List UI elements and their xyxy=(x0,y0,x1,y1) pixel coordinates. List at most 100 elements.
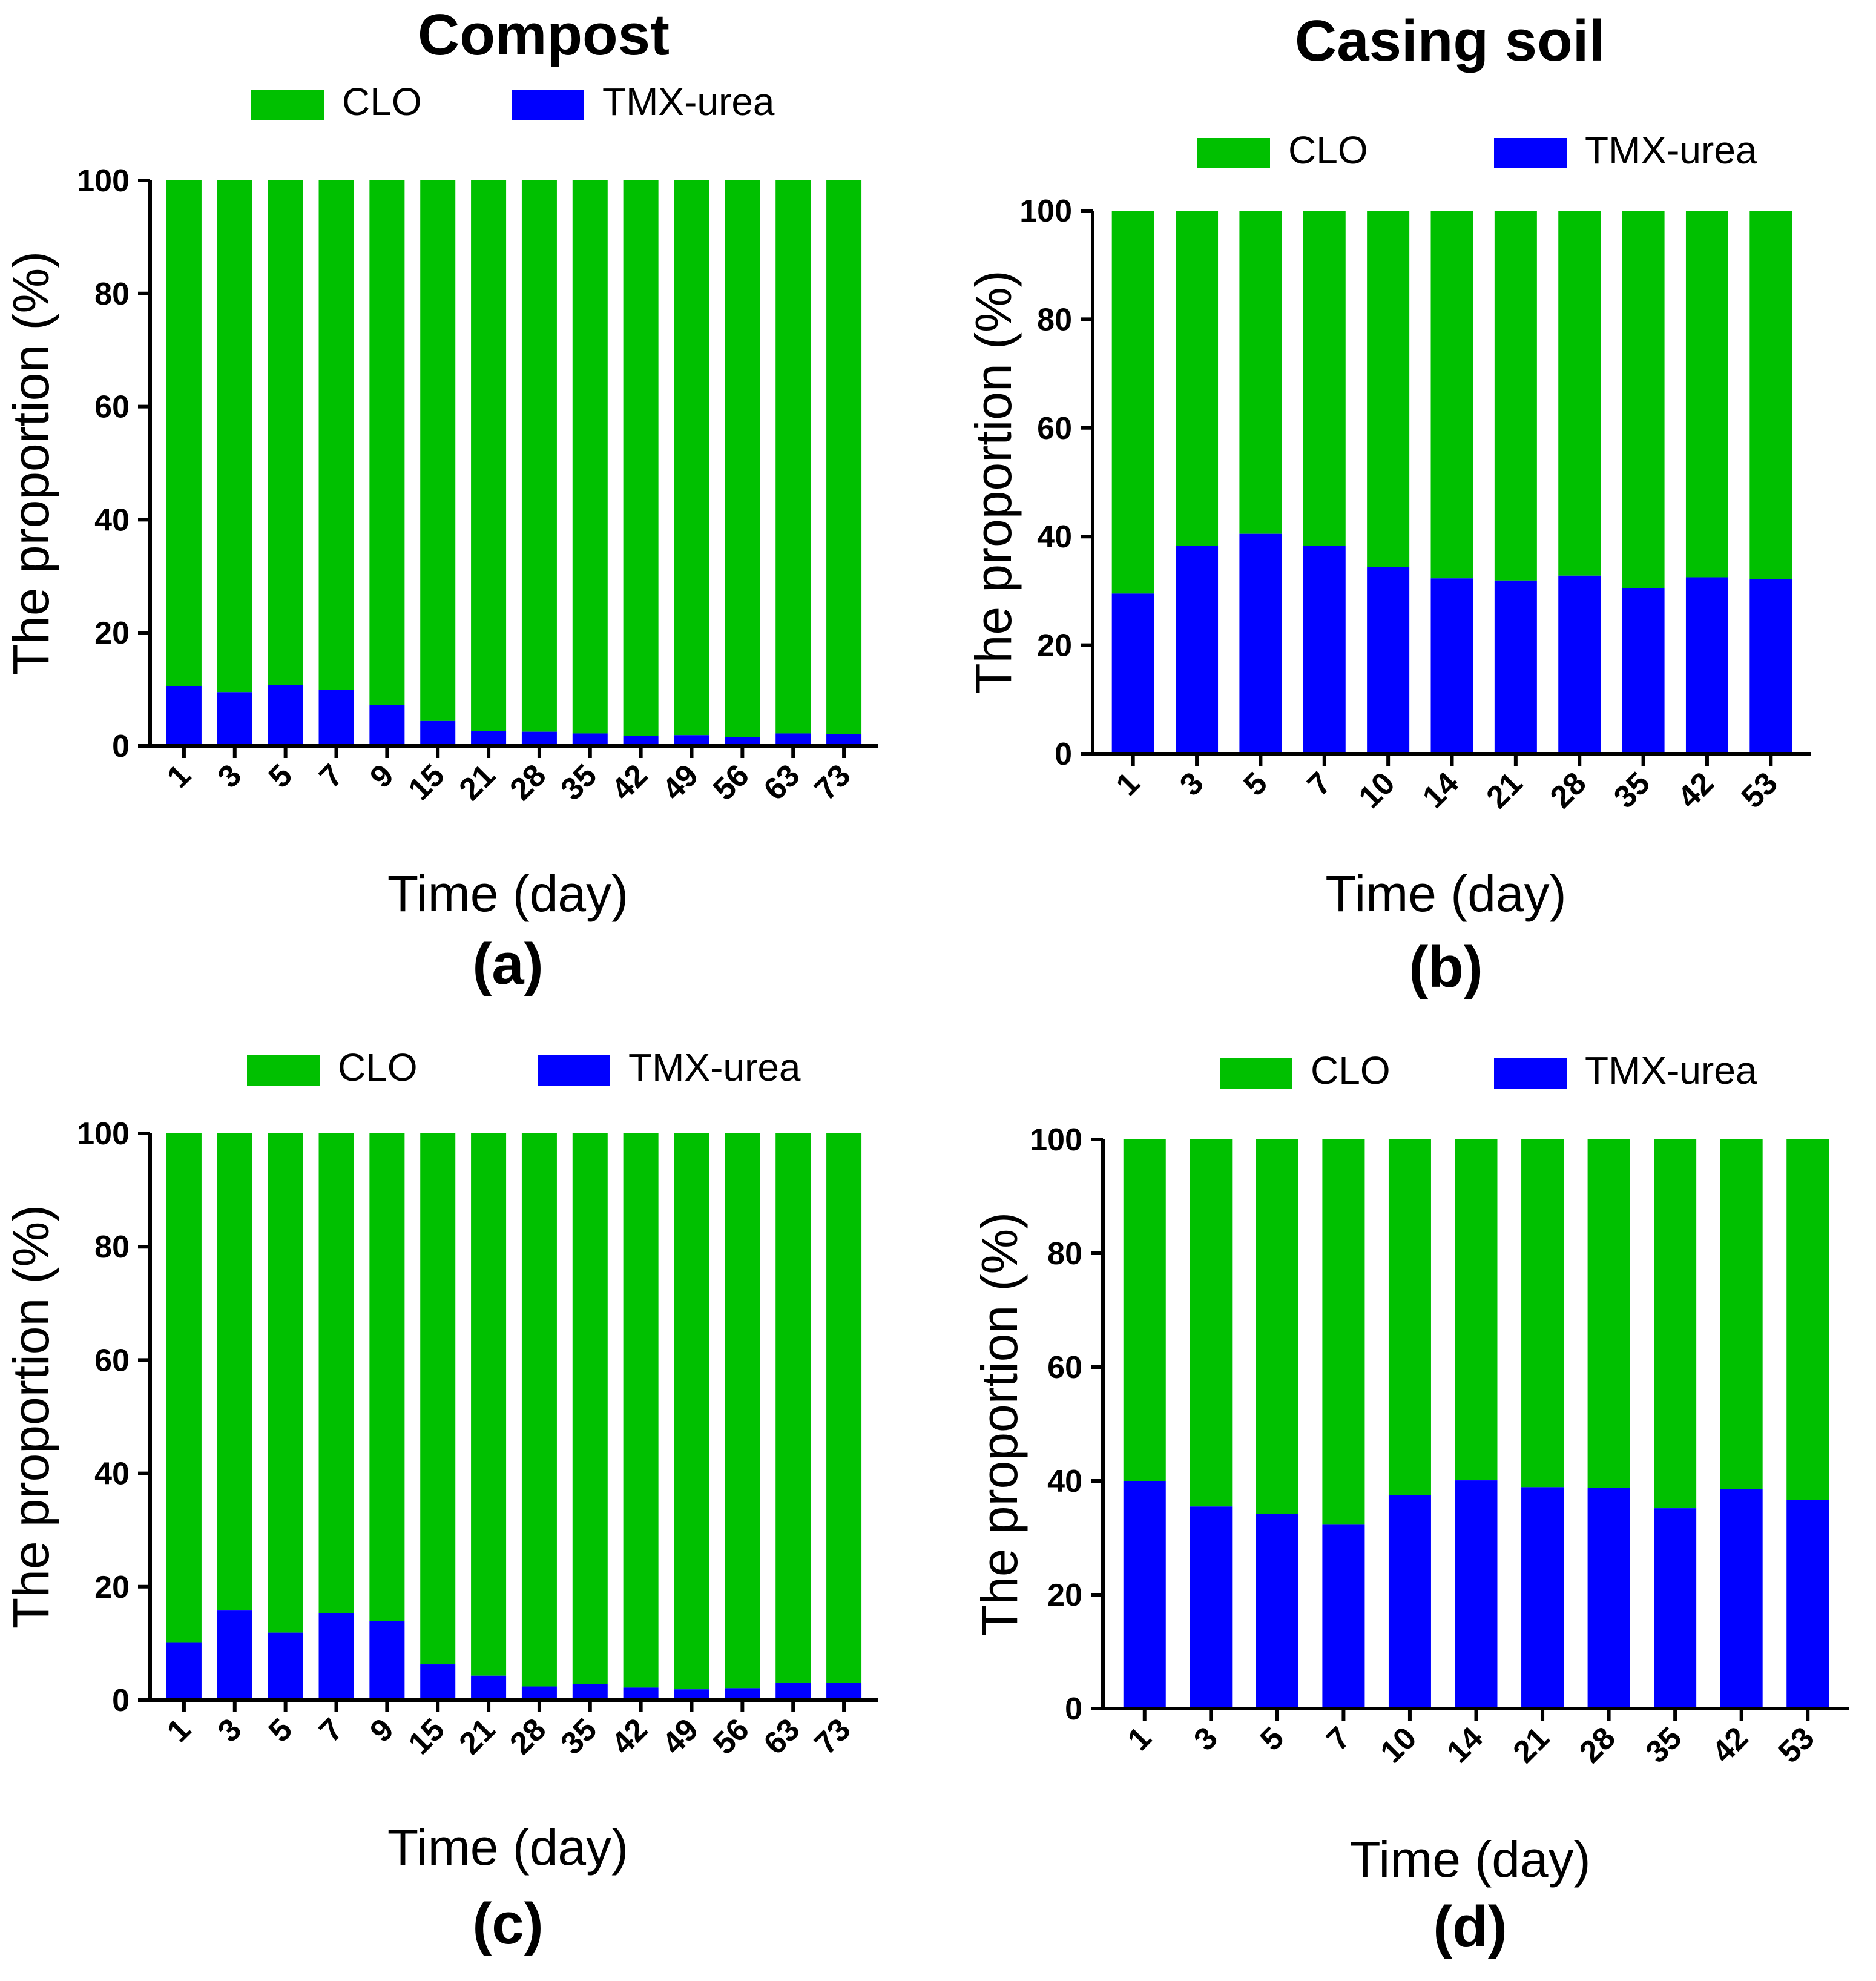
bar-clo-day-10 xyxy=(1367,211,1410,567)
x-tick-label-56: 56 xyxy=(706,757,756,807)
y-tick-label-60: 60 xyxy=(94,390,130,425)
bar-tmx-urea-day-73 xyxy=(826,1683,862,1700)
x-tick-label-21: 21 xyxy=(1507,1720,1556,1770)
x-tick-label-7: 7 xyxy=(1320,1720,1357,1757)
bar-clo-day-10 xyxy=(1388,1139,1431,1495)
bar-tmx-urea-day-63 xyxy=(775,1682,811,1700)
bar-clo-day-5 xyxy=(1256,1139,1298,1514)
panel-label: (b) xyxy=(1409,935,1483,1000)
bar-tmx-urea-day-5 xyxy=(268,1632,303,1700)
y-tick-label-60: 60 xyxy=(94,1343,130,1378)
y-tick-label-100: 100 xyxy=(77,163,130,199)
bar-clo-day-53 xyxy=(1749,211,1792,579)
bar-clo-day-49 xyxy=(674,1133,709,1690)
panel-label: (c) xyxy=(472,1891,543,1956)
bar-clo-day-1 xyxy=(166,180,202,686)
bar-tmx-urea-day-7 xyxy=(1322,1524,1365,1709)
bar-clo-day-7 xyxy=(1322,1139,1365,1525)
bar-tmx-urea-day-21 xyxy=(1494,580,1537,754)
x-axis-label: Time (day) xyxy=(1349,1831,1590,1888)
x-tick-label-42: 42 xyxy=(1705,1720,1755,1770)
bar-clo-day-3 xyxy=(217,180,252,693)
bar-tmx-urea-day-21 xyxy=(1521,1487,1564,1709)
bar-tmx-urea-day-3 xyxy=(1176,546,1219,754)
x-tick-label-3: 3 xyxy=(1173,765,1210,802)
bar-tmx-urea-day-7 xyxy=(318,690,354,746)
x-tick-label-35: 35 xyxy=(554,1712,604,1761)
bar-clo-day-28 xyxy=(521,1133,557,1687)
x-tick-label-35: 35 xyxy=(554,757,604,807)
x-axis-label: Time (day) xyxy=(387,1819,628,1876)
bar-clo-day-73 xyxy=(826,1133,862,1683)
x-tick-label-15: 15 xyxy=(402,757,452,807)
y-axis-label: The proportion (%) xyxy=(2,1205,59,1629)
x-tick-label-28: 28 xyxy=(503,1712,553,1761)
x-axis-label: Time (day) xyxy=(387,865,628,922)
bar-clo-day-21 xyxy=(471,180,507,731)
x-tick-label-63: 63 xyxy=(757,1712,807,1761)
bar-tmx-urea-day-49 xyxy=(674,1689,709,1700)
bar-clo-day-15 xyxy=(420,180,456,721)
bar-tmx-urea-day-3 xyxy=(1190,1506,1233,1709)
legend-label-clo: CLO xyxy=(338,1046,418,1089)
y-tick-label-40: 40 xyxy=(94,503,130,538)
bar-tmx-urea-day-1 xyxy=(1111,593,1154,754)
bar-clo-day-21 xyxy=(471,1133,507,1676)
legend-label-tmx-urea: TMX-urea xyxy=(1585,1049,1757,1092)
bar-clo-day-3 xyxy=(217,1133,252,1611)
legend-label-tmx-urea: TMX-urea xyxy=(1585,128,1757,172)
bar-clo-day-7 xyxy=(318,1133,354,1613)
x-tick-label-63: 63 xyxy=(757,757,807,807)
bar-clo-day-15 xyxy=(420,1133,456,1665)
column-title-compost: Compost xyxy=(418,2,670,67)
bar-clo-day-63 xyxy=(775,1133,811,1683)
y-tick-label-20: 20 xyxy=(94,616,130,651)
legend-swatch-tmx-urea xyxy=(512,90,584,120)
bar-tmx-urea-day-15 xyxy=(420,720,456,746)
bar-clo-day-35 xyxy=(572,1133,608,1684)
bar-clo-day-28 xyxy=(1587,1139,1630,1488)
bar-tmx-urea-day-9 xyxy=(369,705,405,746)
bar-tmx-urea-day-28 xyxy=(1587,1488,1630,1709)
y-tick-label-20: 20 xyxy=(1047,1578,1082,1613)
bar-tmx-urea-day-42 xyxy=(623,736,659,746)
x-tick-label-9: 9 xyxy=(363,1712,400,1749)
x-tick-label-1: 1 xyxy=(160,757,197,794)
y-tick-label-0: 0 xyxy=(1065,1692,1082,1727)
x-tick-label-49: 49 xyxy=(656,1712,705,1761)
bar-tmx-urea-day-15 xyxy=(420,1664,456,1700)
bar-tmx-urea-day-3 xyxy=(217,692,252,746)
x-tick-label-5: 5 xyxy=(1237,765,1274,802)
bar-tmx-urea-day-1 xyxy=(1123,1481,1166,1709)
x-tick-label-10: 10 xyxy=(1352,765,1402,815)
bar-clo-day-21 xyxy=(1521,1139,1564,1488)
x-tick-label-42: 42 xyxy=(605,1712,654,1761)
bar-clo-day-35 xyxy=(1654,1139,1697,1509)
x-tick-label-14: 14 xyxy=(1440,1720,1490,1770)
legend-label-tmx-urea: TMX-urea xyxy=(628,1046,801,1089)
bar-clo-day-21 xyxy=(1494,211,1537,581)
x-tick-label-53: 53 xyxy=(1772,1720,1822,1770)
bar-clo-day-42 xyxy=(1720,1139,1763,1489)
x-tick-label-5: 5 xyxy=(262,1712,299,1749)
legend-label-clo: CLO xyxy=(1288,128,1368,172)
bar-tmx-urea-day-35 xyxy=(1622,588,1665,754)
x-axis-label: Time (day) xyxy=(1325,865,1566,922)
x-tick-label-35: 35 xyxy=(1639,1720,1689,1770)
x-tick-label-28: 28 xyxy=(503,757,553,807)
y-tick-label-80: 80 xyxy=(94,277,130,312)
bar-tmx-urea-day-28 xyxy=(1558,575,1601,754)
bar-clo-day-73 xyxy=(826,180,862,734)
bar-tmx-urea-day-28 xyxy=(521,731,557,746)
y-axis-label: The proportion (%) xyxy=(965,270,1022,694)
bar-tmx-urea-day-56 xyxy=(725,1688,760,1700)
y-tick-label-100: 100 xyxy=(77,1116,130,1152)
bar-tmx-urea-day-9 xyxy=(369,1621,405,1700)
legend-swatch-clo xyxy=(247,1055,320,1086)
legend: CLO TMX-urea xyxy=(1197,128,1757,172)
bar-tmx-urea-day-63 xyxy=(775,733,811,746)
y-tick-label-80: 80 xyxy=(1037,302,1072,337)
x-tick-label-53: 53 xyxy=(1735,765,1785,815)
